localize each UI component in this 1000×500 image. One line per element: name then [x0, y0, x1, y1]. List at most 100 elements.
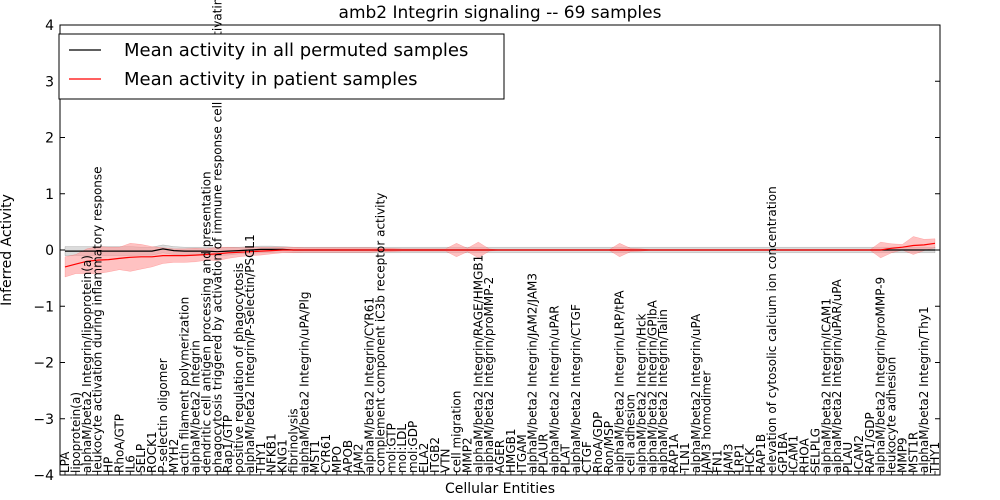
x-tick-label: fibrinolysis [286, 408, 300, 473]
x-tick-label: alphaM/beta2 Integrin/JAM2/JAM3 [526, 273, 540, 473]
y-tick-label: 3 [45, 74, 54, 90]
chart-title: amb2 Integrin signaling -- 69 samples [339, 3, 662, 23]
x-tick-label: RHOA [798, 437, 812, 473]
axes: −4−3−2−101234LPAlipoprotein(a)alphaM/bet… [33, 0, 942, 484]
x-tick-label: alphaM/beta2 Integrin/RAGE/HMGB1 [471, 255, 485, 473]
x-tick-label: phagocytosis triggered by activation of … [210, 0, 224, 473]
x-tick-label: GP1BA [776, 432, 790, 473]
x-tick-label: MST1 [308, 440, 322, 473]
x-tick-label: alphaM/beta2 Integrin/Thy1 [917, 306, 931, 473]
x-tick-label: alphaM/beta2 Integrin/Talin [656, 309, 670, 473]
x-tick-label: alphaM/beta2 Integrin/Hck [634, 313, 648, 473]
x-tick-label: CTGF [580, 441, 594, 473]
x-tick-label: alphaM/beta2 Integrin/proMMP-9 [874, 277, 888, 473]
x-tick-label: MMP9 [895, 437, 909, 473]
x-tick-label: TLN1 [678, 442, 692, 474]
y-tick-label: −3 [33, 412, 54, 428]
x-tick-label: LRP1 [732, 443, 746, 473]
x-tick-label: KNG1 [276, 439, 290, 473]
x-tick-label: HMGB1 [504, 428, 518, 473]
x-tick-label: leukocyte activation during inflammatory… [91, 166, 105, 473]
x-tick-label: alphaM/beta2 Integrin/CYR61 [363, 297, 377, 473]
x-tick-label: FN1 [711, 449, 725, 473]
x-tick-label: ICAM1 [787, 435, 801, 473]
series-band-1 [64, 236, 936, 278]
legend-box [58, 33, 505, 100]
legend-label-patient: Mean activity in patient samples [124, 69, 418, 90]
y-tick-label: −2 [33, 356, 54, 372]
x-tick-label: complement component iC3b receptor activ… [373, 193, 387, 473]
x-tick-label: elevation of cytosolic calcium ion conce… [765, 186, 779, 473]
x-tick-label: alphaM/beta2 Integrin/proMMP-2 [482, 277, 496, 473]
x-tick-label: alphaM/beta2 Integrin/GPIbA [645, 299, 659, 473]
x-tick-label: Rap1/GTP [221, 415, 235, 473]
series-line-1 [64, 242, 936, 268]
x-tick-label: JAM3 [721, 443, 735, 474]
x-tick-label: APOB [341, 440, 355, 473]
x-tick-label: ELA2 [417, 443, 431, 473]
plot-area [64, 236, 936, 278]
x-tick-label: leukocyte adhesion [885, 357, 899, 473]
x-tick-label: positive regulation of phagocytosis [232, 263, 246, 473]
x-tick-label: PLAU [841, 442, 855, 473]
x-tick-label: SELP [134, 444, 148, 473]
x-tick-label: cell adhesion [624, 394, 638, 473]
x-tick-label: actin filament polymerization [178, 297, 192, 473]
x-tick-label: alphaM/beta2 Integrin/ICAM1 [819, 298, 833, 473]
x-tick-label: PLAUR [537, 433, 551, 473]
y-tick-label: 0 [45, 243, 54, 259]
x-tick-label: mol:GDP [406, 421, 420, 473]
x-tick-label: lipoprotein(a) [69, 392, 83, 473]
x-tick-label: Ron/MSP [602, 421, 616, 473]
x-tick-label: alphaM/beta2 Integrin [189, 340, 203, 473]
x-tick-label: NFKB1 [265, 433, 279, 473]
y-tick-label: −1 [33, 299, 54, 315]
x-tick-label: SELPLG [808, 428, 822, 473]
x-tick-label: ROCK1 [145, 431, 159, 473]
y-tick-label: 1 [45, 187, 54, 203]
y-tick-label: 2 [45, 131, 54, 147]
x-tick-label: ICAM2 [852, 435, 866, 473]
legend: Mean activity in all permuted samples Me… [58, 33, 505, 100]
x-tick-label: P-selectin oligomer [156, 358, 170, 473]
x-tick-label: JAM3 homodimer [700, 371, 714, 474]
x-tick-label: VTN [439, 448, 453, 473]
x-tick-label: ITGAM [515, 434, 529, 473]
x-axis-label: Cellular Entities [445, 481, 555, 497]
x-tick-label: MPO [330, 446, 344, 473]
x-tick-label: RhoA/GTP [112, 414, 126, 473]
x-tick-label: RAP1B [754, 434, 768, 473]
x-tick-label: alphaM/beta2 Integrin/uPAR/uPA [830, 278, 844, 473]
x-tick-label: JAM2 [352, 443, 366, 474]
x-tick-label: AGER [493, 440, 507, 473]
y-axis-label: Inferred Activity [0, 194, 15, 306]
x-tick-label: alphaM/beta2 Integrin/uPAR [547, 305, 561, 473]
x-tick-label: MST1R [906, 432, 920, 473]
x-tick-label: ITGB2 [428, 437, 442, 473]
y-tick-label: 4 [45, 18, 54, 34]
x-tick-label: THY1 [928, 442, 942, 474]
x-tick-label: alphaM/beta2 Integrin/uPA [689, 313, 703, 473]
x-tick-label: MYH2 [167, 439, 181, 473]
x-tick-label: IL6 [123, 455, 137, 473]
x-tick-label: CYR61 [319, 434, 333, 473]
x-tick-label: HCK [743, 447, 757, 473]
x-tick-label: alphaM/beta2 Integrin/P-Selectin/PSGL1 [243, 234, 257, 473]
x-tick-label: THY1 [254, 442, 268, 474]
x-tick-label: alphaM/beta2 Integrin/uPA/Plg [297, 292, 311, 473]
x-tick-label: mol:GTP [384, 423, 398, 473]
x-tick-label: RAP1A [667, 433, 681, 473]
x-tick-label: MMP2 [460, 437, 474, 473]
x-tick-label: dendritic cell antigen processing and pr… [199, 171, 213, 473]
x-tick-label: mol:LDL [395, 424, 409, 473]
x-tick-label: RhoA/GDP [591, 412, 605, 473]
x-tick-label: PLAT [558, 444, 572, 473]
y-tick-label: −4 [33, 468, 54, 484]
x-tick-label: cell migration [450, 391, 464, 473]
x-tick-label: LPA [58, 451, 72, 473]
legend-label-permuted: Mean activity in all permuted samples [124, 40, 468, 61]
x-tick-label: alphaM/beta2 Integrin/LRP/tPA [613, 290, 627, 473]
x-tick-label: alphaM/beta2 Integrin/CTGF [569, 304, 583, 473]
x-tick-label: alphaM/beta2 Integrin/lipoprotein(a) [80, 255, 94, 473]
